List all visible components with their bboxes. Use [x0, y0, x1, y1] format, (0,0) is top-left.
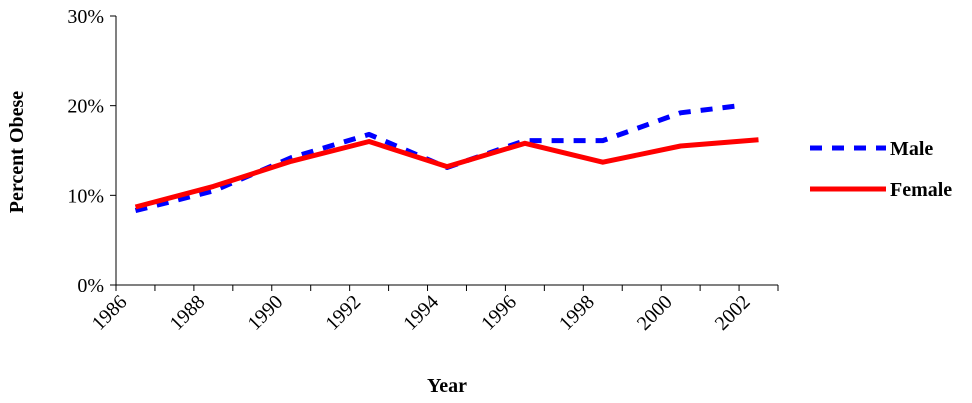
- x-tick-label: 1992: [321, 291, 365, 335]
- y-axis-title: Percent Obese: [6, 91, 28, 213]
- x-tick-label: 1990: [243, 291, 287, 335]
- x-tick-label: 2002: [711, 291, 755, 335]
- y-tick-label: 10%: [67, 185, 104, 207]
- axes: [115, 16, 778, 286]
- x-tick-label: 1986: [88, 291, 132, 335]
- series-layer: [134, 103, 759, 214]
- y-tick-label: 0%: [77, 275, 104, 297]
- x-tick-label: 1996: [477, 291, 521, 335]
- legend-label-female: Female: [890, 179, 952, 201]
- x-tick-label: 1994: [399, 291, 443, 335]
- series-line-female: [134, 137, 759, 210]
- y-axis-ticks: 0% 10% 20% 30%: [67, 6, 116, 297]
- x-tick-label: 1988: [166, 291, 210, 335]
- x-tick-label: 2000: [633, 291, 677, 335]
- x-axis-ticks: 1986 1988 1990 1992 1994 1996 1998 2000 2002: [88, 285, 779, 335]
- x-axis-title: Year: [427, 375, 467, 397]
- legend-label-male: Male: [890, 138, 933, 160]
- series-line-male: [134, 103, 740, 214]
- x-tick-label: 1998: [555, 291, 599, 335]
- legend: Male Female: [810, 138, 952, 201]
- y-tick-label: 30%: [67, 6, 104, 28]
- y-tick-label: 20%: [67, 96, 104, 118]
